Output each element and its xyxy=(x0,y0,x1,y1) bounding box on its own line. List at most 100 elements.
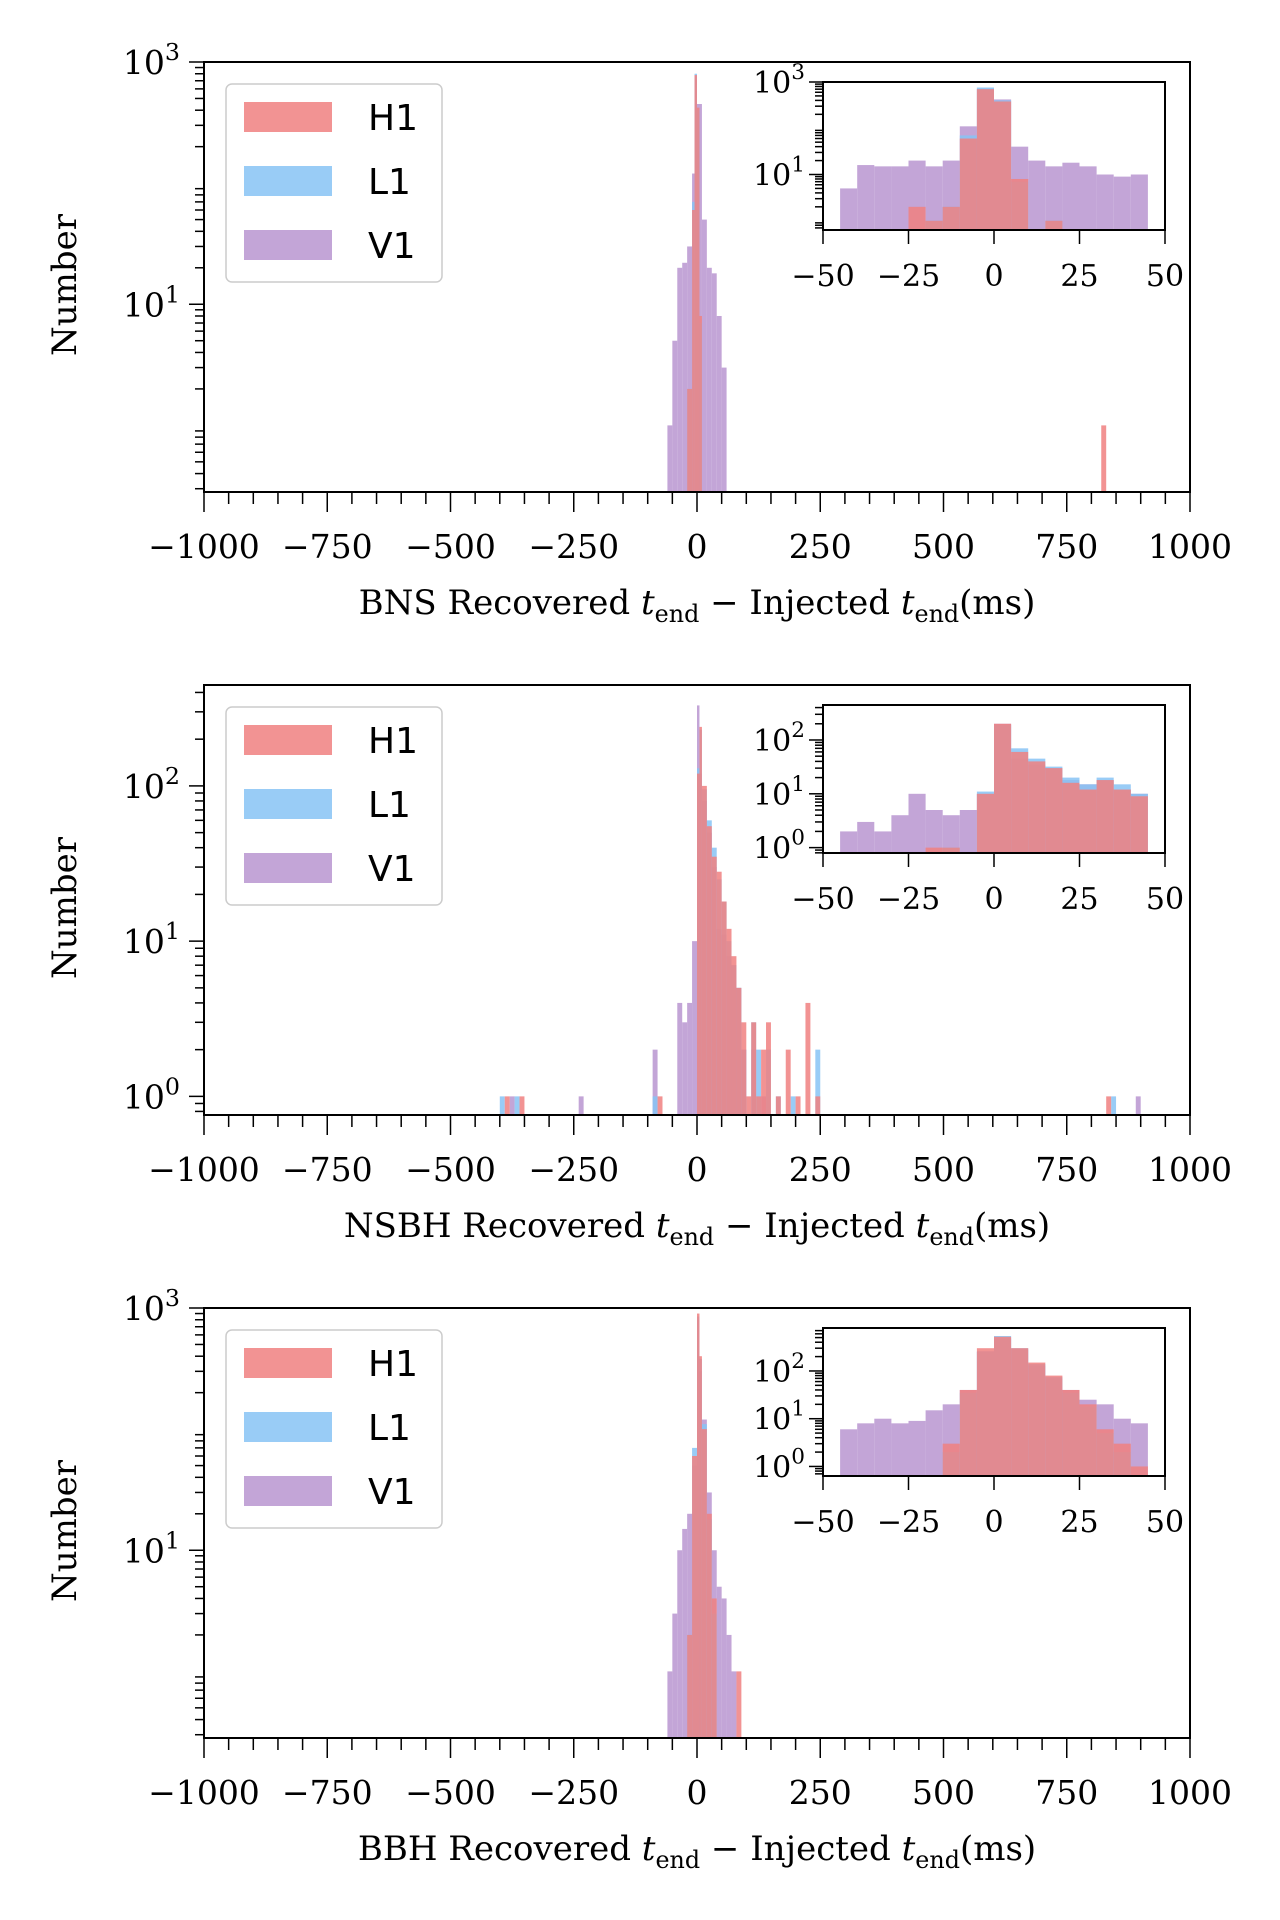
bns-y-tick-label: 103 xyxy=(123,38,180,82)
nsbh-x-tick-label: 1000 xyxy=(1148,1150,1232,1189)
bns-legend-label-l1: L1 xyxy=(368,162,411,203)
bbh-inset-bar-v1 xyxy=(891,1423,909,1476)
nsbh-bar-v1 xyxy=(677,1002,683,1115)
nsbh-inset-bar-h1 xyxy=(1028,761,1046,853)
bns-x-tick-label: 250 xyxy=(789,527,852,566)
bns-inset-bar-v1 xyxy=(874,166,892,230)
bns-x-tick-label: −750 xyxy=(282,527,373,566)
nsbh-inset-bar-v1 xyxy=(908,793,926,853)
nsbh-bar-h1 xyxy=(731,956,737,1115)
bbh-bar-h1 xyxy=(692,1455,697,1738)
nsbh-bar-v1 xyxy=(578,1096,584,1115)
nsbh-bar-l1 xyxy=(756,1049,762,1115)
nsbh-bar-h1 xyxy=(795,1096,801,1115)
bns-inset-x-tick-label: 50 xyxy=(1146,259,1184,294)
bbh-x-tick-label: 0 xyxy=(687,1773,708,1812)
bns-inset-bar-h1 xyxy=(1045,220,1063,230)
nsbh-x-tick-label: −500 xyxy=(405,1150,496,1189)
bns-inset-bar-h1 xyxy=(994,101,1012,231)
nsbh-x-tick-label: −1000 xyxy=(148,1150,260,1189)
bns-bar-h1 xyxy=(692,209,695,492)
bbh-legend-label-v1: V1 xyxy=(368,1472,416,1513)
nsbh-bar-h1 xyxy=(746,1096,752,1115)
nsbh-x-tick-label: 0 xyxy=(687,1150,708,1189)
bns-bar-v1 xyxy=(701,219,707,493)
bns-inset-bar-h1 xyxy=(908,206,926,230)
nsbh-bar-l1 xyxy=(1111,1096,1117,1115)
bbh-y-axis-title: Number xyxy=(45,1459,85,1602)
nsbh-inset-bar-v1 xyxy=(942,815,960,853)
bns-bar-v1 xyxy=(711,273,717,492)
bbh-bar-h1 xyxy=(701,1429,707,1738)
bns-y-axis-title: Number xyxy=(45,213,85,356)
bbh-x-tick-label: 750 xyxy=(1035,1773,1098,1812)
bbh-inset-bar-h1 xyxy=(1028,1362,1046,1476)
nsbh-bar-h1 xyxy=(1106,1096,1112,1115)
bns-x-tick-label: −250 xyxy=(528,527,619,566)
bbh-bar-v1 xyxy=(726,1634,732,1738)
nsbh-inset-x-tick-label: 25 xyxy=(1060,882,1098,917)
bns-inset-bar-h1 xyxy=(942,206,960,230)
bns-bar-h1 xyxy=(687,388,693,492)
bns-y-tick-label: 101 xyxy=(123,280,180,324)
bbh-legend-swatch-v1 xyxy=(244,1476,332,1506)
bns-bar-v1 xyxy=(687,246,693,492)
nsbh-inset-bar-h1 xyxy=(1113,789,1131,853)
bbh-legend-label-l1: L1 xyxy=(368,1408,411,1449)
bbh-inset-bar-v1 xyxy=(908,1420,926,1476)
nsbh-bar-h1 xyxy=(766,1022,771,1115)
nsbh-inset-bar-h1 xyxy=(994,723,1012,853)
nsbh-legend-swatch-v1 xyxy=(244,853,332,883)
bbh-bar-v1 xyxy=(687,1513,693,1738)
bbh-x-tick-label: −750 xyxy=(282,1773,373,1812)
panel-bns: −1000 −750 −500 −250 0 250 500 750 1000103101Num… xyxy=(45,38,1232,628)
nsbh-bar-v1 xyxy=(687,1002,693,1115)
bns-bar-v1 xyxy=(682,262,688,492)
bns-inset-bar-v1 xyxy=(925,166,943,230)
nsbh-inset-bar-v1 xyxy=(857,821,875,853)
bns-bar-v1 xyxy=(672,340,678,492)
bbh-x-tick-label: 250 xyxy=(789,1773,852,1812)
bbh-inset-y-tick-label: 100 xyxy=(753,1444,805,1485)
nsbh-bar-h1 xyxy=(785,1049,791,1115)
bns-bar-v1 xyxy=(677,267,683,492)
bns-bar-h1 xyxy=(694,75,697,493)
nsbh-bar-h1 xyxy=(711,856,717,1115)
nsbh-bar-l1 xyxy=(790,1096,796,1115)
bns-inset-x-tick-label: −25 xyxy=(877,259,940,294)
bns-inset-bar-v1 xyxy=(1045,166,1063,230)
nsbh-bar-h1 xyxy=(805,1002,811,1115)
bbh-inset-bar-h1 xyxy=(1130,1466,1148,1476)
nsbh-bar-l1 xyxy=(514,1096,520,1115)
bbh-legend-swatch-l1 xyxy=(244,1412,332,1442)
bns-inset-bar-v1 xyxy=(1028,160,1046,230)
bbh-x-tick-label: 500 xyxy=(912,1773,975,1812)
nsbh-inset-bar-h1 xyxy=(976,793,994,853)
nsbh-bar-h1 xyxy=(716,871,722,1115)
bns-inset-bar-h1 xyxy=(925,220,943,230)
bns-bar-h1 xyxy=(1101,425,1107,492)
bns-inset: −50 −25 0 25 50 103 101 xyxy=(753,60,1184,294)
bbh-inset-bar-h1 xyxy=(959,1389,977,1476)
nsbh-inset-x-tick-label: −25 xyxy=(877,882,940,917)
bbh-inset-bar-v1 xyxy=(874,1418,892,1476)
bbh-legend-label-h1: H1 xyxy=(368,1344,418,1385)
panel-nsbh: −1000 −750 −500 −250 0 250 500 750 1000102101100… xyxy=(45,684,1232,1251)
nsbh-inset-x-tick-label: 50 xyxy=(1146,882,1184,917)
bbh-inset: −50 −25 0 25 50 102 101 100 xyxy=(753,1327,1184,1540)
bns-legend-swatch-h1 xyxy=(244,102,332,132)
bns-legend-label-h1: H1 xyxy=(368,98,418,139)
bns-legend-label-v1: V1 xyxy=(368,226,416,267)
nsbh-bar-h1 xyxy=(519,1096,525,1115)
nsbh-x-tick-label: 750 xyxy=(1035,1150,1098,1189)
bbh-inset-bar-v1 xyxy=(925,1410,943,1476)
bns-bar-h1 xyxy=(699,315,702,492)
bbh-inset-bar-h1 xyxy=(1062,1389,1080,1476)
bbh-inset-y-tick-label: 102 xyxy=(753,1349,805,1390)
bbh-inset-x-tick-label: 0 xyxy=(984,1505,1003,1540)
nsbh-bar-v1 xyxy=(682,1022,688,1115)
bbh-x-tick-label: 1000 xyxy=(1148,1773,1232,1812)
bns-inset-bar-h1 xyxy=(1011,178,1029,230)
bbh-x-axis-title: BBH Recovered tend − Injected tend(ms) xyxy=(358,1829,1036,1874)
